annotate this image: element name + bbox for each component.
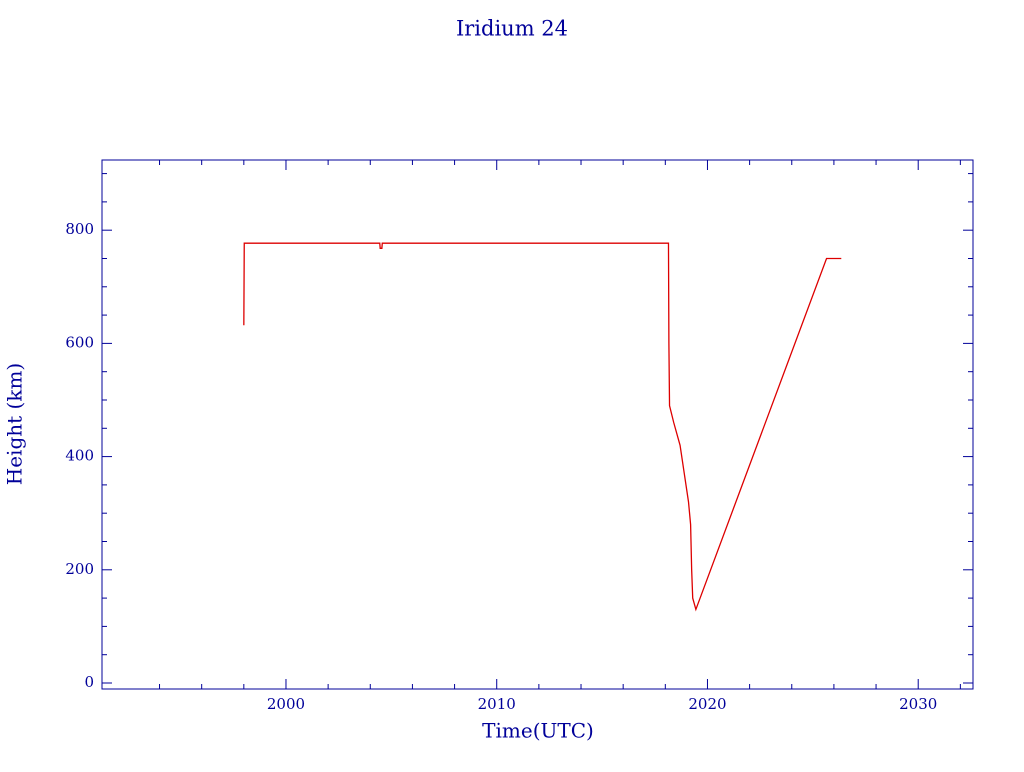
x-tick-label: 2010 (478, 695, 516, 713)
x-tick-label: 2030 (899, 695, 937, 713)
y-axis-label: Height (km) (3, 363, 27, 485)
y-tick-label: 0 (84, 673, 94, 691)
plot-frame (101, 159, 974, 690)
x-tick-label: 2000 (267, 695, 305, 713)
x-tick-label: 2020 (688, 695, 726, 713)
x-axis-label: Time(UTC) (482, 719, 594, 743)
y-tick-label: 600 (65, 333, 94, 351)
y-tick-label: 800 (65, 220, 94, 238)
y-tick-label: 400 (65, 447, 94, 465)
y-tick-label: 200 (65, 560, 94, 578)
data-line (243, 242, 842, 612)
chart-title: Iridium 24 (456, 17, 568, 41)
